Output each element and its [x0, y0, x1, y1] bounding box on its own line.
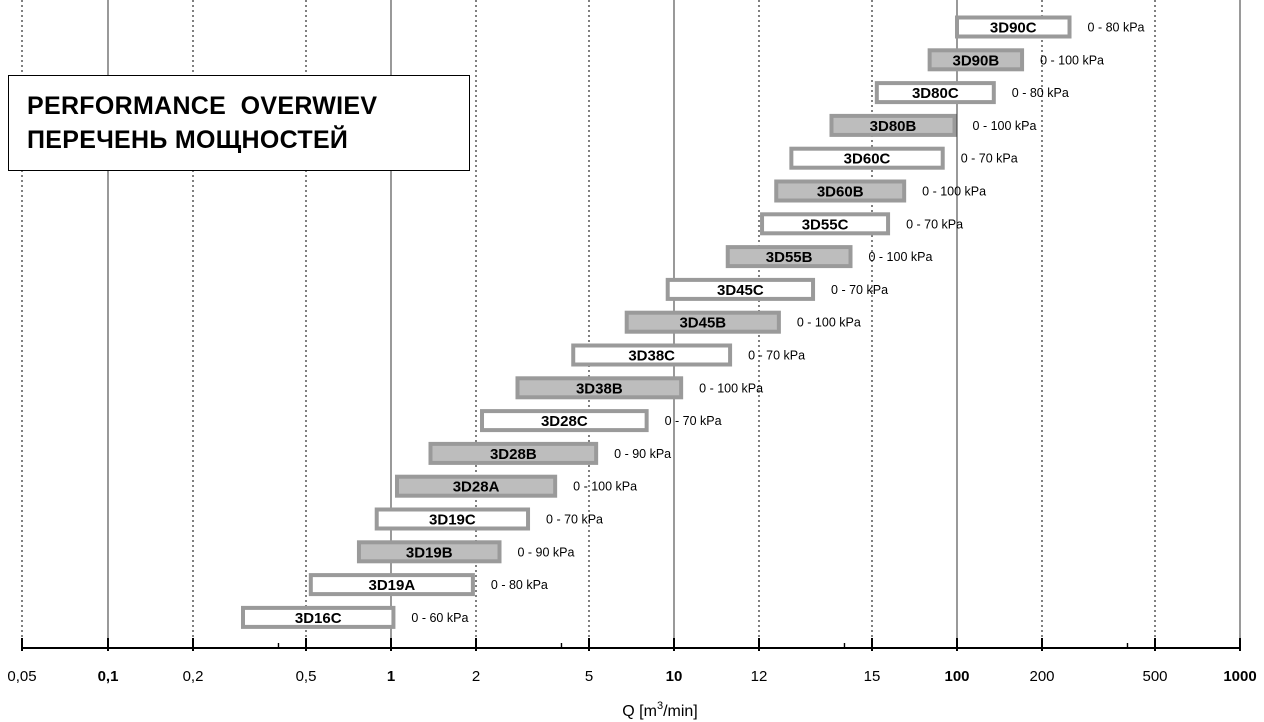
range-bars: 3D90C 0 - 80 kPa 3D90B 0 - 100 kPa 3D80C 0 - … [241, 15, 1145, 629]
range-bar [480, 409, 649, 433]
range-bar [927, 48, 1025, 72]
x-tick-label: 0,2 [183, 668, 204, 685]
range-bar [571, 343, 733, 367]
range-bar [515, 376, 684, 400]
bar-label: 3D60B [817, 184, 864, 201]
pressure-label: 0 - 100 kPa [573, 480, 637, 494]
x-tick-label: 15 [864, 668, 881, 685]
x-tick-label: 1000 [1223, 668, 1256, 685]
chart-title-box: PERFORMANCE OVERWIEV ПЕРЕЧЕНЬ МОЩНОСТЕЙ [8, 75, 470, 171]
bar-label: 3D45C [717, 282, 764, 299]
bar-label: 3D55B [766, 249, 813, 266]
x-axis-label: Q [m3/min] [622, 700, 697, 720]
range-bar [774, 179, 907, 203]
bar-label: 3D28B [490, 446, 537, 463]
pressure-label: 0 - 100 kPa [868, 250, 932, 264]
pressure-label: 0 - 100 kPa [699, 381, 763, 395]
pressure-label: 0 - 70 kPa [961, 152, 1018, 166]
x-tick-label: 0,1 [98, 668, 119, 685]
bar-label: 3D60C [844, 151, 891, 168]
pressure-label: 0 - 70 kPa [831, 283, 888, 297]
range-bar [725, 245, 853, 269]
pressure-label: 0 - 70 kPa [748, 349, 805, 363]
pressure-label: 0 - 90 kPa [518, 545, 575, 559]
range-bar [356, 540, 502, 564]
pressure-label: 0 - 80 kPa [1012, 86, 1069, 100]
range-bar [394, 474, 558, 498]
pressure-label: 0 - 60 kPa [411, 611, 468, 625]
x-tick-label: 200 [1029, 668, 1054, 685]
x-tick-label: 10 [666, 668, 683, 685]
range-bar [665, 277, 816, 301]
bar-label: 3D19A [369, 577, 416, 594]
range-bar [624, 310, 781, 334]
x-tick-label: 100 [944, 668, 969, 685]
pressure-label: 0 - 100 kPa [1040, 53, 1104, 67]
bar-label: 3D90C [990, 20, 1037, 37]
x-tick-label: 2 [472, 668, 480, 685]
range-bar [829, 113, 957, 137]
bar-label: 3D19B [406, 544, 453, 561]
x-axis: 0,05 0,1 0,2 0,5 1 2 5 10 12 15 100 200 500 1000 [7, 638, 1257, 685]
pressure-label: 0 - 100 kPa [922, 185, 986, 199]
bar-label: 3D45B [679, 315, 726, 332]
bar-label: 3D55C [802, 216, 849, 233]
x-tick-label: 500 [1142, 668, 1167, 685]
x-tick-label: 0,05 [7, 668, 36, 685]
pressure-label: 0 - 100 kPa [797, 316, 861, 330]
pressure-label: 0 - 70 kPa [665, 414, 722, 428]
bar-label: 3D16C [295, 610, 342, 627]
pressure-label: 0 - 100 kPa [973, 119, 1037, 133]
bar-label: 3D38C [628, 348, 675, 365]
pressure-label: 0 - 80 kPa [491, 578, 548, 592]
pressure-label: 0 - 90 kPa [614, 447, 671, 461]
range-bar [955, 15, 1072, 39]
chart-title: PERFORMANCE OVERWIEV [27, 92, 378, 120]
range-bar [241, 605, 396, 629]
x-tick-label: 5 [585, 668, 593, 685]
x-tick-label: 0,5 [296, 668, 317, 685]
bar-label: 3D80C [912, 85, 959, 102]
range-bar [760, 212, 891, 236]
chart-subtitle: ПЕРЕЧЕНЬ МОЩНОСТЕЙ [27, 126, 349, 154]
bar-label: 3D19C [429, 512, 476, 529]
bar-label: 3D90B [953, 52, 1000, 69]
range-bar [789, 146, 945, 170]
range-bar [308, 573, 475, 597]
pressure-label: 0 - 80 kPa [1088, 21, 1145, 35]
range-bar [874, 81, 996, 105]
pressure-label: 0 - 70 kPa [906, 217, 963, 231]
x-tick-label: 12 [751, 668, 768, 685]
range-bar [374, 507, 531, 531]
pressure-label: 0 - 70 kPa [546, 513, 603, 527]
bar-label: 3D80B [870, 118, 917, 135]
bar-label: 3D28A [453, 479, 500, 496]
range-bar [428, 441, 599, 465]
x-tick-label: 1 [387, 668, 395, 685]
bar-label: 3D38B [576, 380, 623, 397]
bar-label: 3D28C [541, 413, 588, 430]
